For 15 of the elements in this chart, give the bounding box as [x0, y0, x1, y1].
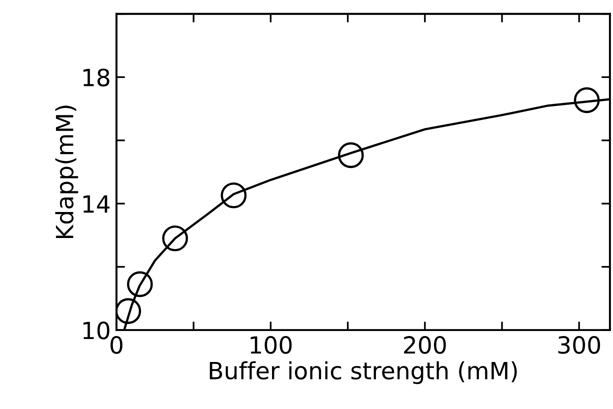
point — [162, 225, 188, 252]
point — [126, 271, 153, 298]
point — [338, 142, 364, 168]
x-tick-label: 100 — [250, 336, 292, 354]
point — [220, 182, 247, 208]
y-tick-label: 10 — [83, 322, 110, 340]
y-tick-label: 18 — [83, 68, 110, 86]
x-tick-label: 300 — [558, 336, 600, 354]
point — [574, 87, 600, 114]
x-tick-label: 200 — [404, 336, 446, 354]
y-tick-label: 14 — [83, 195, 110, 213]
x-tick-label: 0 — [110, 336, 122, 354]
y-axis-title: Kdapp(mM) — [55, 106, 78, 238]
x-axis-title: Buffer ionic strength (mM) — [210, 361, 517, 384]
point — [116, 298, 142, 324]
